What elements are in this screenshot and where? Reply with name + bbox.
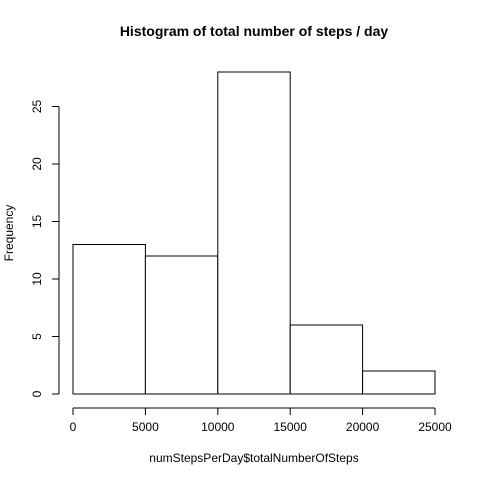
y-tick-label-3: 15 — [30, 215, 44, 229]
histogram-bar-3 — [289, 324, 364, 395]
x-tick-label-1: 5000 — [132, 420, 159, 434]
x-tick-label-2: 10000 — [201, 420, 235, 434]
y-axis: 0 5 10 15 20 25 — [30, 100, 60, 397]
y-tick-label-4: 20 — [30, 157, 44, 171]
histogram-bar-4 — [362, 370, 436, 395]
histogram-bar-2 — [217, 71, 291, 395]
chart-title: Histogram of total number of steps / day — [120, 23, 389, 39]
y-tick-label-0: 0 — [30, 390, 44, 397]
y-tick-label-5: 25 — [30, 100, 44, 114]
bars-group — [72, 71, 436, 395]
x-axis: 0 5000 10000 15000 20000 25000 — [70, 407, 452, 434]
y-tick-label-1: 5 — [30, 333, 44, 340]
y-axis-label: Frequency — [2, 205, 16, 262]
x-axis-label: numStepsPerDay$totalNumberOfSteps — [149, 451, 358, 465]
x-tick-label-3: 15000 — [274, 420, 308, 434]
x-tick-label-4: 20000 — [346, 420, 380, 434]
histogram-bar-1 — [144, 255, 219, 395]
x-tick-label-5: 25000 — [418, 420, 452, 434]
y-tick-label-2: 10 — [30, 272, 44, 286]
x-tick-label-0: 0 — [70, 420, 77, 434]
histogram-bar-0 — [72, 244, 146, 395]
